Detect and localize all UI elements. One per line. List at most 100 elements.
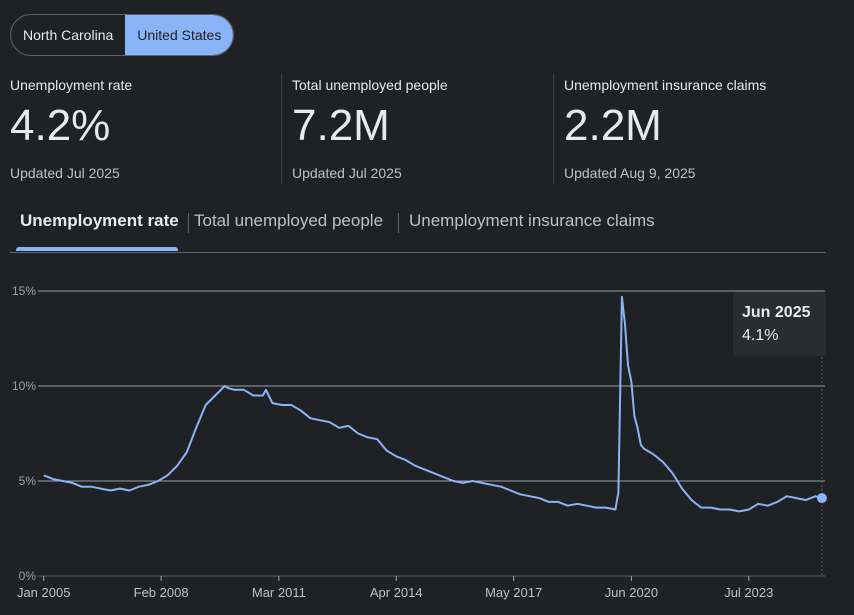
data-point [376, 438, 378, 440]
stat-divider [281, 74, 282, 184]
region-toggle: North Carolina United States [10, 14, 235, 56]
data-point [309, 417, 311, 419]
data-point [167, 474, 169, 476]
data-point [119, 488, 121, 490]
stat-updated: Updated Jul 2025 [292, 165, 402, 181]
tab-separator [398, 213, 399, 233]
stat-total-unemployed: Total unemployed people 7.2M Updated Jul… [292, 74, 448, 184]
data-point [519, 493, 521, 495]
data-point [719, 509, 721, 511]
data-point [767, 505, 769, 507]
data-point [633, 415, 635, 417]
data-point [621, 296, 623, 298]
data-point [510, 490, 512, 492]
data-point [233, 389, 235, 391]
data-point [224, 385, 226, 387]
chart-tabs: Unemployment rate Total unemployed peopl… [10, 205, 826, 253]
data-point [681, 488, 683, 490]
region-option-north-carolina[interactable]: North Carolina [23, 27, 114, 43]
tab-unemployment-insurance-claims[interactable]: Unemployment insurance claims [409, 211, 655, 230]
data-point [614, 509, 616, 511]
y-tick-label: 10% [12, 379, 36, 393]
data-point [586, 505, 588, 507]
data-point [567, 505, 569, 507]
data-point [262, 395, 264, 397]
stat-value: 4.2% [10, 101, 111, 150]
data-point [348, 425, 350, 427]
data-point [795, 497, 797, 499]
data-point [414, 465, 416, 467]
stat-updated: Updated Jul 2025 [10, 165, 120, 181]
data-point [367, 436, 369, 438]
data-point [576, 503, 578, 505]
data-point [52, 478, 54, 480]
data-point [195, 427, 197, 429]
unemployment-rate-chart[interactable]: 0% 5% 10% 15% Jan 2005 Feb 2008 Mar 2011 Apr 20… [0, 255, 854, 615]
stat-label: Unemployment rate [10, 77, 133, 93]
data-point [62, 480, 64, 482]
data-point [424, 469, 426, 471]
data-point [627, 364, 629, 366]
data-point [624, 322, 626, 324]
data-point [605, 507, 607, 509]
data-point [90, 486, 92, 488]
data-point [81, 486, 83, 488]
data-point [617, 491, 619, 493]
region-option-united-states[interactable]: United States [125, 15, 234, 55]
data-point [214, 395, 216, 397]
chart-tooltip: Jun 2025 4.1% [733, 292, 826, 356]
data-point [776, 501, 778, 503]
data-point [729, 509, 731, 511]
x-tick-label: Apr 2014 [370, 585, 423, 600]
data-point [481, 482, 483, 484]
y-tick-label: 15% [12, 284, 36, 298]
data-point [43, 474, 45, 476]
data-point [738, 510, 740, 512]
data-point [319, 419, 321, 421]
data-point [395, 455, 397, 457]
data-point [786, 495, 788, 497]
tab-total-unemployed-people[interactable]: Total unemployed people [194, 211, 384, 230]
data-point [290, 404, 292, 406]
data-point [595, 507, 597, 509]
data-point [710, 507, 712, 509]
data-point [148, 484, 150, 486]
data-point [757, 503, 759, 505]
x-tick-label: Mar 2011 [252, 585, 306, 600]
x-tick-label: Jan 2005 [17, 585, 71, 600]
stat-value: 2.2M [564, 101, 662, 150]
data-point [630, 381, 632, 383]
data-point [157, 480, 159, 482]
stat-updated: Updated Aug 9, 2025 [564, 165, 696, 181]
x-tick-label: Feb 2008 [134, 585, 189, 600]
data-point [100, 488, 102, 490]
data-point [300, 410, 302, 412]
data-point [205, 404, 207, 406]
tab-separator [188, 213, 189, 233]
data-point [265, 389, 267, 391]
data-point [338, 427, 340, 429]
data-point [186, 452, 188, 454]
data-point [672, 472, 674, 474]
data-point [243, 389, 245, 391]
data-point [281, 404, 283, 406]
data-point [329, 421, 331, 423]
data-point [71, 482, 73, 484]
data-point [557, 501, 559, 503]
data-point [252, 395, 254, 397]
stat-label: Unemployment insurance claims [564, 77, 767, 93]
stat-unemployment-rate: Unemployment rate 4.2% Updated Jul 2025 [10, 74, 132, 184]
data-point [176, 465, 178, 467]
data-point [548, 501, 550, 503]
data-point [443, 476, 445, 478]
series-line [43, 295, 823, 513]
data-point [452, 480, 454, 482]
data-point [357, 433, 359, 435]
data-point [640, 444, 642, 446]
data-point [433, 472, 435, 474]
data-point [662, 461, 664, 463]
data-point [462, 482, 464, 484]
stat-divider [553, 74, 554, 184]
x-tick-label: Jun 2020 [605, 585, 659, 600]
tab-unemployment-rate[interactable]: Unemployment rate [20, 211, 179, 230]
